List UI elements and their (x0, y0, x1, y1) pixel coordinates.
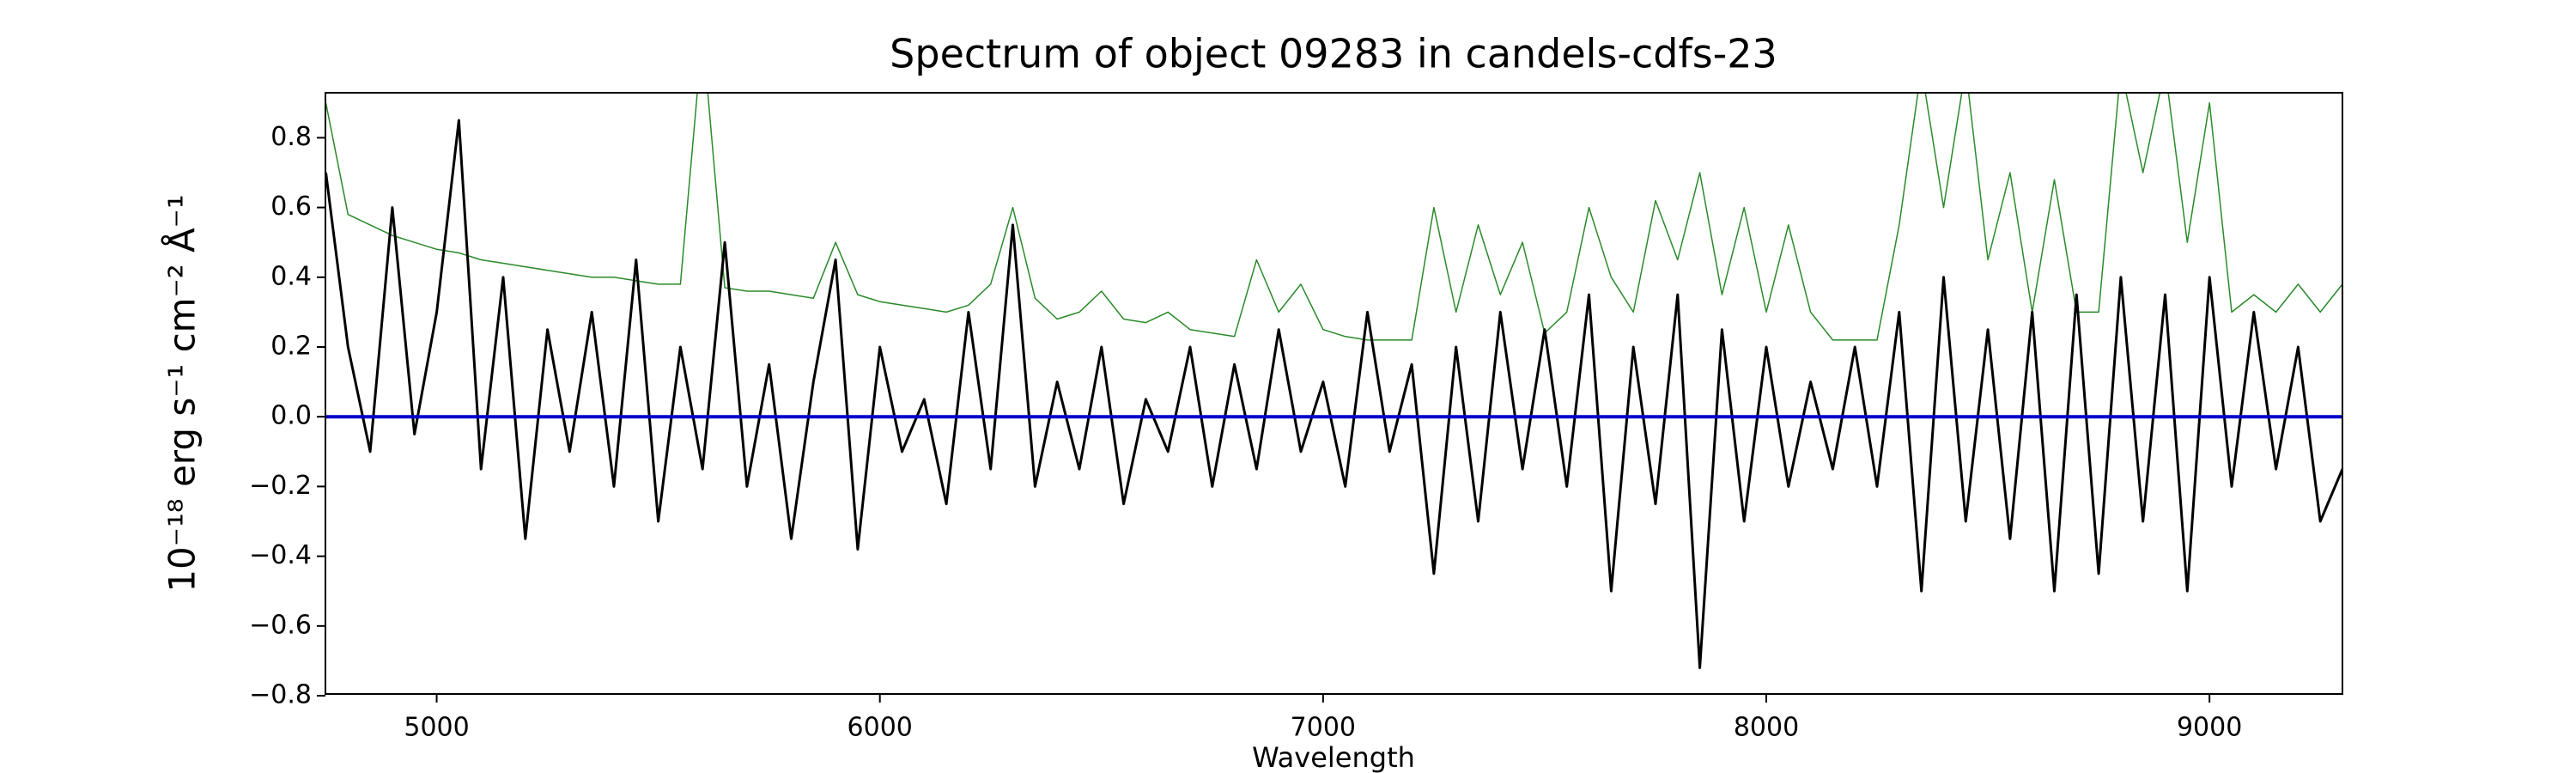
x-tick-label: 5000 (404, 713, 469, 743)
plot-area (325, 93, 2342, 669)
chart-title: Spectrum of object 09283 in candels-cdfs… (890, 31, 1777, 77)
y-tick-label: −0.6 (249, 610, 312, 640)
y-axis-label: 10⁻¹⁸ erg s⁻¹ cm⁻² Å⁻¹ (161, 194, 204, 592)
axes-frame (325, 92, 2343, 695)
x-tick-label: 6000 (848, 713, 913, 743)
series-line (325, 119, 2342, 669)
y-tick-label: −0.4 (249, 540, 312, 570)
y-tick-label: −0.8 (249, 680, 312, 710)
x-tick-label: 8000 (1734, 713, 1799, 743)
x-tick-label: 7000 (1291, 713, 1356, 743)
x-axis-label: Wavelength (1252, 741, 1415, 773)
y-tick-label: 0.0 (270, 401, 312, 431)
x-tick-label: 9000 (2177, 713, 2242, 743)
series-line (325, 93, 2342, 341)
y-tick-label: 0.8 (270, 122, 312, 152)
y-tick-label: 0.2 (270, 331, 312, 361)
y-tick-label: −0.2 (249, 471, 312, 501)
y-tick-label: 0.6 (270, 192, 312, 222)
y-tick-label: 0.4 (270, 261, 312, 291)
